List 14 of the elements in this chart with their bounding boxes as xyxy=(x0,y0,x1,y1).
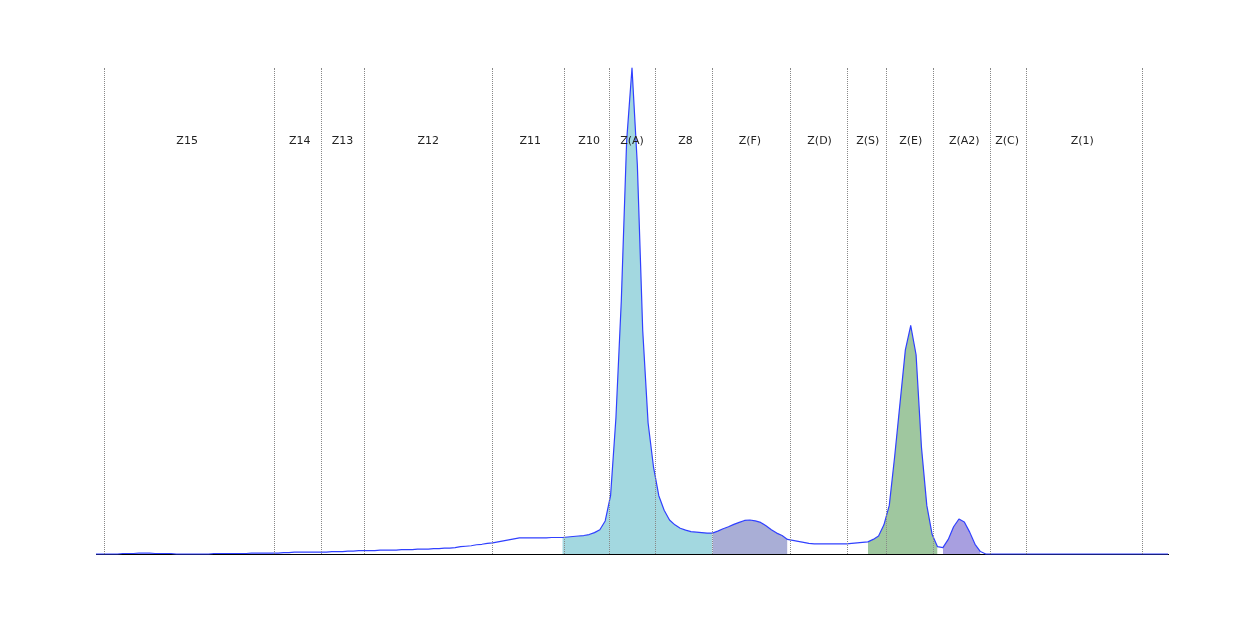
x-tick-label: Z12 xyxy=(417,133,440,147)
x-tick-label: Z(E) xyxy=(899,133,923,147)
x-tick-label: Z10 xyxy=(578,133,600,147)
x-tick-label: Z13 xyxy=(331,133,354,147)
x-tick-label: Z11 xyxy=(519,133,541,147)
x-tick-label: Z(S) xyxy=(856,133,880,147)
x-tick-label: Z(D) xyxy=(807,133,832,147)
x-tick-label: Z(F) xyxy=(738,133,762,147)
x-tick-label: Z15 xyxy=(176,133,198,147)
x-tick-label: Z14 xyxy=(288,133,311,147)
x-tick-label: Z8 xyxy=(678,133,693,147)
x-tick-label: Z(1) xyxy=(1070,133,1094,147)
x-tick-label: Z(A2) xyxy=(948,133,980,147)
x-tick-label: Z(C) xyxy=(995,133,1020,147)
